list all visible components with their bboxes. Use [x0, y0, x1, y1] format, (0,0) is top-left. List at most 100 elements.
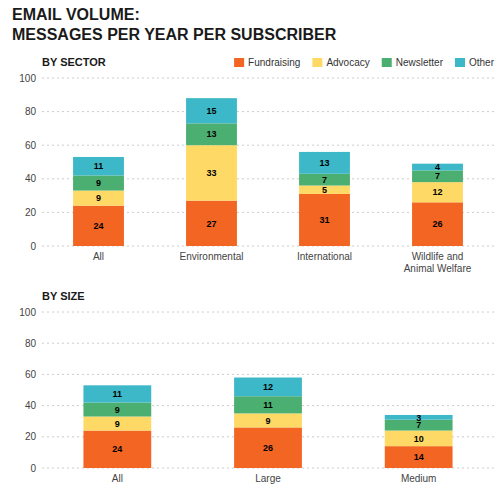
- data-label: 9: [115, 419, 120, 429]
- data-label: 13: [319, 158, 329, 168]
- chart-root: EMAIL VOLUME: MESSAGES PER YEAR PER SUBSC…: [0, 0, 504, 499]
- bar-segment: [385, 446, 453, 468]
- bars: [73, 98, 463, 246]
- x-tick-label: International: [297, 251, 352, 262]
- text-line: All: [112, 473, 123, 484]
- legend-label: Other: [469, 57, 495, 68]
- bar-segment: [83, 431, 151, 468]
- data-label: 10: [414, 434, 424, 444]
- data-labels: 24273126933512913771115134: [93, 106, 442, 231]
- data-label: 26: [263, 443, 273, 453]
- text-line: Environmental: [180, 251, 244, 262]
- grid-line: [42, 111, 494, 112]
- bar-segment: [186, 123, 237, 145]
- bar-segment: [83, 385, 151, 402]
- data-label: 7: [435, 171, 440, 181]
- bar-segment: [299, 174, 350, 186]
- data-label: 5: [322, 185, 327, 195]
- x-tick-label: Medium: [401, 473, 437, 484]
- y-tick-label: 20: [25, 431, 37, 442]
- bar-segment: [234, 396, 302, 413]
- bar-segment: [186, 145, 237, 200]
- text-line: Medium: [401, 473, 437, 484]
- chart: EMAIL VOLUME: MESSAGES PER YEAR PER SUBSC…: [12, 6, 495, 274]
- grid-line: [42, 145, 494, 146]
- section-label: BY SECTOR: [42, 56, 106, 68]
- data-label: 12: [432, 187, 442, 197]
- legend-swatch: [312, 58, 322, 67]
- text-line: MESSAGES PER YEAR PER SUBSCRIBER: [12, 26, 337, 43]
- legend-item: Other: [455, 57, 495, 68]
- legend-item: Advocacy: [312, 57, 369, 68]
- data-label: 4: [435, 162, 440, 172]
- data-label: 9: [96, 178, 101, 188]
- bar-segment: [73, 191, 124, 206]
- bars: [83, 378, 452, 468]
- legend-label: Newsletter: [396, 57, 444, 68]
- bar-segment: [83, 402, 151, 416]
- x-tick-label: All: [93, 251, 104, 262]
- title: EMAIL VOLUME: MESSAGES PER YEAR PER SUBSC…: [12, 6, 337, 43]
- y-tick-label: 80: [25, 338, 37, 349]
- data-label: 27: [206, 219, 216, 229]
- y-tick-label: 80: [25, 106, 37, 117]
- grid-line: [42, 374, 494, 375]
- bar-segment: [385, 431, 453, 447]
- y-tick-label: 40: [25, 400, 37, 411]
- x-tick-label: Wildlife andAnimal Welfare: [404, 251, 472, 274]
- x-tick-label: All: [112, 473, 123, 484]
- data-label: 12: [263, 382, 273, 392]
- bar-segment: [73, 157, 124, 175]
- legend: Fundraising Advocacy Newsletter Other: [234, 57, 495, 68]
- grid-line: [42, 343, 494, 344]
- y-tick-label: 100: [19, 73, 36, 84]
- bar-segment: [83, 417, 151, 431]
- data-labels: 2426149910911711123: [112, 382, 423, 462]
- bar-segment: [186, 201, 237, 246]
- grid-line: [42, 78, 494, 79]
- text-line: Animal Welfare: [404, 263, 472, 274]
- x-tick-label: Environmental: [180, 251, 244, 262]
- y-tick-label: 20: [25, 207, 37, 218]
- legend-item: Fundraising: [234, 57, 300, 68]
- data-label: 9: [265, 416, 270, 426]
- y-tick-label: 60: [25, 369, 37, 380]
- legend-label: Advocacy: [326, 57, 369, 68]
- data-label: 14: [414, 452, 424, 462]
- data-label: 24: [93, 221, 103, 231]
- y-tick-label: 100: [19, 307, 36, 318]
- data-label: 9: [96, 193, 101, 203]
- bar-segment: [412, 202, 463, 246]
- text-line: EMAIL VOLUME:: [12, 6, 140, 23]
- text-line: All: [93, 251, 104, 262]
- bar-segment: [412, 182, 463, 202]
- bar-segment: [234, 413, 302, 427]
- data-label: 24: [112, 444, 122, 454]
- legend-label: Fundraising: [248, 57, 300, 68]
- y-tick-label: 60: [25, 140, 37, 151]
- text-line: Large: [255, 473, 281, 484]
- bar-segment: [299, 186, 350, 194]
- bar-segment: [299, 194, 350, 246]
- x-tick-label: Large: [255, 473, 281, 484]
- data-label: 9: [115, 405, 120, 415]
- text-line: Wildlife and: [412, 251, 464, 262]
- y-tick-label: 0: [30, 463, 36, 474]
- legend-swatch: [234, 58, 244, 67]
- bar-segment: [234, 378, 302, 397]
- text-line: International: [297, 251, 352, 262]
- legend-swatch: [382, 58, 392, 67]
- section-label: BY SIZE: [42, 290, 85, 302]
- data-label: 3: [416, 413, 421, 423]
- data-label: 15: [206, 106, 216, 116]
- data-label: 13: [206, 129, 216, 139]
- bar-segment: [73, 175, 124, 190]
- bar-segment: [234, 427, 302, 468]
- legend-swatch: [455, 58, 465, 67]
- data-label: 7: [322, 175, 327, 185]
- data-label: 26: [432, 219, 442, 229]
- data-label: 11: [94, 161, 104, 171]
- chart: BY SIZE0204060801002426149910911711123Al…: [19, 290, 494, 484]
- bar-segment: [186, 98, 237, 123]
- bar-segment: [73, 206, 124, 246]
